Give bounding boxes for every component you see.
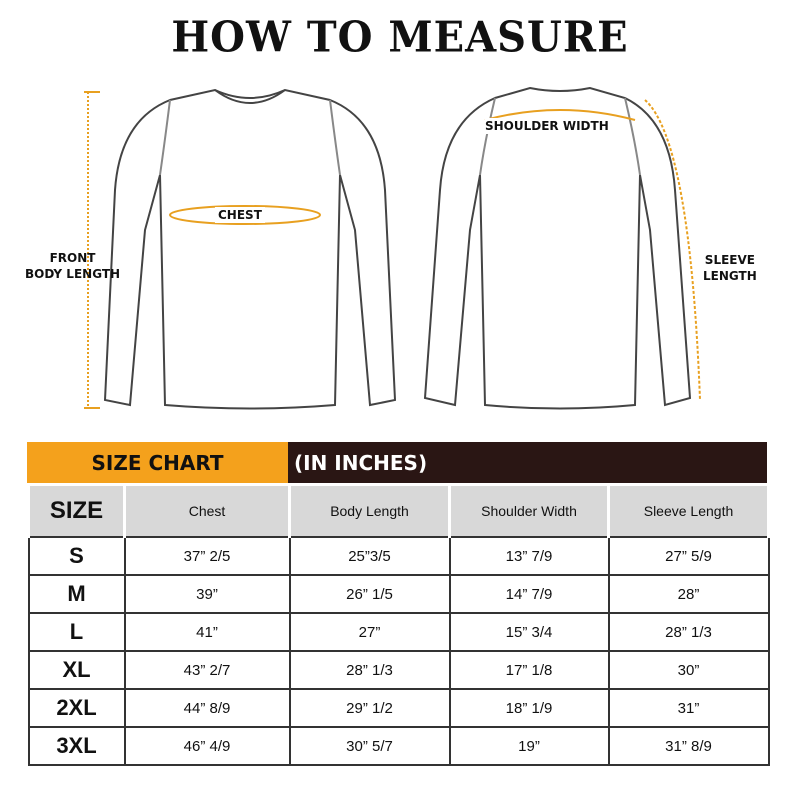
- table-cell: 2XL: [27, 688, 126, 728]
- column-header: Body Length: [288, 483, 451, 538]
- label-line: BODY LENGTH: [25, 267, 121, 281]
- column-header-row: SIZE Chest Body Length Shoulder Width Sleeve…: [27, 483, 770, 538]
- front-shirt: [103, 88, 397, 410]
- table-row: M 39” 26” 1/5 14” 7/9 28”: [27, 574, 770, 614]
- table-cell: 37” 2/5: [123, 536, 291, 576]
- size-chart-title: SIZE CHART: [27, 442, 288, 483]
- table-cell: 19”: [448, 726, 610, 766]
- table-cell: 17” 1/8: [448, 650, 610, 690]
- table-cell: 14” 7/9: [448, 574, 610, 614]
- table-row: 2XL 44” 8/9 29” 1/2 18” 1/9 31”: [27, 688, 770, 728]
- column-header: Sleeve Length: [607, 483, 770, 538]
- size-chart-header: SIZE CHART (IN INCHES): [27, 442, 767, 483]
- front-body-length-label: FRONT BODY LENGTH: [25, 250, 120, 282]
- table-cell: 25”3/5: [288, 536, 451, 576]
- table-cell: 30” 5/7: [288, 726, 451, 766]
- table-cell: 29” 1/2: [288, 688, 451, 728]
- table-cell: 31” 8/9: [607, 726, 770, 766]
- table-row: XL 43” 2/7 28” 1/3 17” 1/8 30”: [27, 650, 770, 690]
- label-line: LENGTH: [703, 269, 757, 283]
- table-cell: 30”: [607, 650, 770, 690]
- column-header: SIZE: [27, 483, 126, 538]
- table-cell: 43” 2/7: [123, 650, 291, 690]
- table-cell: 46” 4/9: [123, 726, 291, 766]
- size-chart: SIZE CHART (IN INCHES) SIZE Chest Body Len…: [27, 442, 770, 766]
- table-cell: 28”: [607, 574, 770, 614]
- unit-label: (IN INCHES): [288, 442, 767, 483]
- table-cell: 39”: [123, 574, 291, 614]
- table-cell: M: [27, 574, 126, 614]
- table-cell: S: [27, 536, 126, 576]
- shoulder-width-label: SHOULDER WIDTH: [485, 118, 609, 134]
- table-cell: 26” 1/5: [288, 574, 451, 614]
- chest-label: CHEST: [215, 207, 265, 223]
- shirt-diagrams: [84, 86, 701, 410]
- label-line: SLEEVE: [704, 253, 755, 267]
- table-cell: 28” 1/3: [607, 612, 770, 652]
- table-cell: 28” 1/3: [288, 650, 451, 690]
- table-row: S 37” 2/5 25”3/5 13” 7/9 27” 5/9: [27, 536, 770, 576]
- table-cell: 18” 1/9: [448, 688, 610, 728]
- table-cell: XL: [27, 650, 126, 690]
- back-shirt: [423, 86, 692, 410]
- table-cell: 15” 3/4: [448, 612, 610, 652]
- table-cell: L: [27, 612, 126, 652]
- sleeve-length-label: SLEEVE LENGTH: [703, 252, 757, 284]
- table-cell: 27”: [288, 612, 451, 652]
- table-cell: 3XL: [27, 726, 126, 766]
- page-title: HOW TO MEASURE: [171, 12, 629, 63]
- measure-lines: [84, 91, 701, 409]
- table-cell: 31”: [607, 688, 770, 728]
- table-cell: 13” 7/9: [448, 536, 610, 576]
- table-row: 3XL 46” 4/9 30” 5/7 19” 31” 8/9: [27, 726, 770, 766]
- column-header: Chest: [123, 483, 291, 538]
- column-header: Shoulder Width: [448, 483, 610, 538]
- size-table: SIZE Chest Body Length Shoulder Width Sleeve…: [27, 483, 770, 766]
- label-line: FRONT: [49, 251, 96, 265]
- table-cell: 41”: [123, 612, 291, 652]
- table-cell: 27” 5/9: [607, 536, 770, 576]
- table-row: L 41” 27” 15” 3/4 28” 1/3: [27, 612, 770, 652]
- table-cell: 44” 8/9: [123, 688, 291, 728]
